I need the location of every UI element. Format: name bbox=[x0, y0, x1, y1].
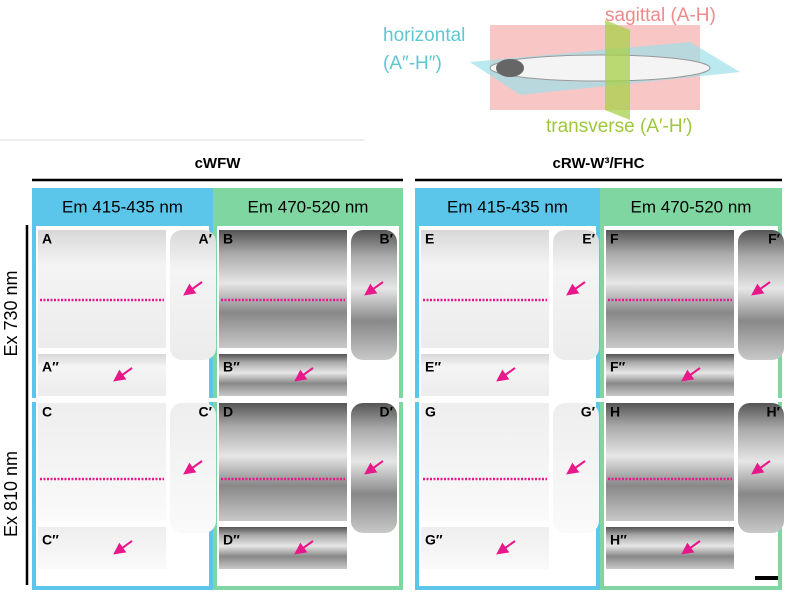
arrow bbox=[364, 460, 384, 475]
panel-letter: E bbox=[425, 231, 434, 247]
panel-letter: H″ bbox=[610, 532, 627, 548]
panel-letter: B bbox=[223, 231, 233, 247]
panel-letter: F′ bbox=[768, 231, 781, 247]
panel-letter: B′ bbox=[380, 231, 394, 247]
group-title: cWFW bbox=[195, 155, 242, 172]
group-title: cRW-W³/FHC bbox=[553, 155, 645, 172]
panel-letter: G′ bbox=[581, 404, 596, 420]
horizontal-image bbox=[38, 527, 166, 569]
panel-letter: D″ bbox=[223, 532, 240, 548]
transverse-image bbox=[553, 230, 599, 360]
panel-letter: G″ bbox=[425, 532, 443, 548]
panel-letter: H bbox=[610, 404, 620, 420]
transverse-image bbox=[351, 230, 397, 360]
horizontal-image bbox=[38, 354, 166, 396]
panel-letter: D bbox=[223, 404, 233, 420]
horizontal-image bbox=[606, 354, 734, 396]
sagittal-image bbox=[421, 230, 549, 348]
arrow bbox=[364, 281, 384, 296]
panel-letter: A′ bbox=[199, 231, 213, 247]
panel-letter: B″ bbox=[223, 359, 240, 375]
panel-letter: E″ bbox=[425, 359, 441, 375]
arrow bbox=[566, 281, 586, 296]
schematic bbox=[0, 20, 740, 141]
panel-letter: H′ bbox=[767, 404, 781, 420]
arrow bbox=[681, 540, 701, 555]
arrow bbox=[681, 367, 701, 382]
panel-letter: G bbox=[425, 404, 436, 420]
arrow bbox=[294, 540, 314, 555]
panel-letter: D′ bbox=[380, 404, 394, 420]
label: horizontal bbox=[383, 25, 465, 46]
column-header-text: Em 415-435 nm bbox=[447, 197, 568, 216]
arrow bbox=[183, 460, 203, 475]
panel-letter: E′ bbox=[582, 231, 595, 247]
arrow bbox=[751, 281, 771, 296]
panel-letter: F bbox=[610, 231, 619, 247]
column-header bbox=[415, 188, 600, 226]
column-header bbox=[32, 188, 213, 226]
sagittal-image bbox=[219, 230, 347, 348]
panel-letter: C bbox=[42, 404, 52, 420]
column-header bbox=[600, 188, 782, 226]
arrow bbox=[113, 540, 133, 555]
column-header-text: Em 470-520 nm bbox=[631, 197, 752, 216]
sagittal-image bbox=[606, 403, 734, 521]
sagittal-image bbox=[421, 403, 549, 521]
transverse-image bbox=[738, 230, 784, 360]
row-label: Ex 730 nm bbox=[1, 270, 21, 356]
scale-bar bbox=[755, 576, 778, 580]
horizontal-image bbox=[606, 527, 734, 569]
sagittal-image bbox=[219, 403, 347, 521]
arrow bbox=[751, 460, 771, 475]
column-header bbox=[213, 188, 403, 226]
panel-letter: F″ bbox=[610, 359, 626, 375]
panel-letter: A bbox=[42, 231, 52, 247]
row-label: Ex 810 nm bbox=[1, 451, 21, 537]
horizontal-image bbox=[219, 354, 347, 396]
arrow bbox=[496, 367, 516, 382]
arrow bbox=[183, 281, 203, 296]
horizontal-image bbox=[421, 527, 549, 569]
sagittal-image bbox=[38, 403, 166, 521]
horizontal-image bbox=[219, 527, 347, 569]
label: transverse (A′-H′) bbox=[546, 116, 692, 137]
arrow bbox=[566, 460, 586, 475]
column-header-text: Em 470-520 nm bbox=[248, 197, 369, 216]
sagittal-image bbox=[606, 230, 734, 348]
column-header-text: Em 415-435 nm bbox=[62, 197, 183, 216]
arrow bbox=[113, 367, 133, 382]
panel-letter: C″ bbox=[42, 532, 59, 548]
horizontal-image bbox=[421, 354, 549, 396]
sagittal-image bbox=[38, 230, 166, 348]
arrow bbox=[496, 540, 516, 555]
arrow bbox=[294, 367, 314, 382]
panel-letter: C′ bbox=[199, 404, 213, 420]
transverse-image bbox=[170, 230, 216, 360]
label: sagittal (A-H) bbox=[605, 5, 716, 26]
panel-letter: A″ bbox=[42, 359, 59, 375]
label: (A″-H″) bbox=[383, 53, 442, 74]
